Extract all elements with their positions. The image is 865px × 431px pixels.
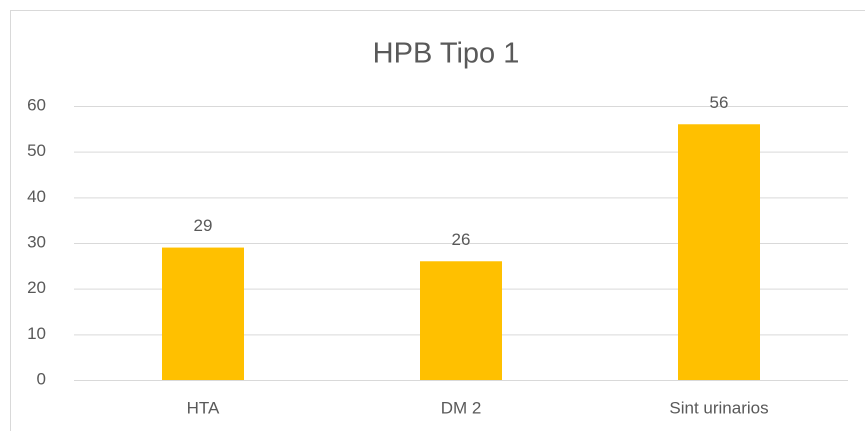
y-tick-label: 10 [27, 324, 46, 343]
x-tick-label: Sint urinarios [669, 398, 768, 417]
data-label: 29 [194, 216, 213, 235]
y-tick-label: 20 [27, 278, 46, 297]
data-label: 26 [452, 230, 471, 249]
y-tick-label: 50 [27, 141, 46, 160]
bar [420, 261, 502, 380]
data-label: 56 [710, 93, 729, 112]
y-tick-label: 40 [27, 187, 46, 206]
x-tick-label: HTA [187, 398, 220, 417]
y-tick-label: 0 [37, 369, 46, 388]
chart-title: HPB Tipo 1 [373, 38, 520, 70]
x-tick-label: DM 2 [441, 398, 482, 417]
bar [162, 247, 244, 380]
bar [678, 124, 760, 381]
y-tick-label: 60 [27, 95, 46, 114]
y-tick-label: 30 [27, 232, 46, 251]
